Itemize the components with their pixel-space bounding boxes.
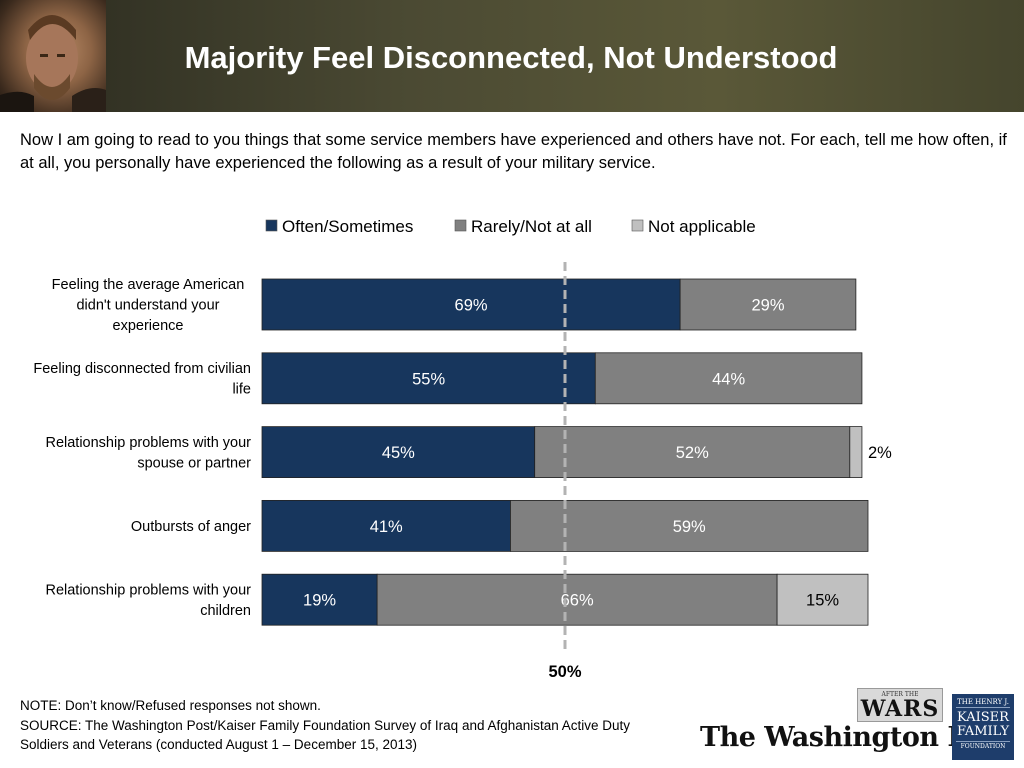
category-label-4-1: children [200,603,251,619]
header-banner: Majority Feel Disconnected, Not Understo… [0,0,1024,112]
bar-1-series-0 [261,352,596,405]
data-label-4-0: 19% [303,592,336,610]
data-label-0-1: 29% [751,297,784,315]
legend-label-2: Not applicable [648,217,756,236]
legend-label-0: Often/Sometimes [282,217,413,236]
data-label-0-0: 69% [455,297,488,315]
category-label-0-1: didn't understand your [76,298,219,314]
data-label-4-1: 66% [561,592,594,610]
data-label-1-0: 55% [412,370,445,388]
data-label-2-1: 52% [676,444,709,462]
legend-label-1: Rarely/Not at all [471,217,592,236]
data-label-2-0: 45% [382,444,415,462]
category-label-2-1: spouse or partner [137,455,251,471]
bar-4-series-1 [376,573,778,626]
category-label-0-0: Feeling the average American [52,277,245,293]
category-label-2-0: Relationship problems with your [45,435,251,451]
bar-4-series-2 [776,573,869,626]
category-label-4-0: Relationship problems with your [45,582,251,598]
data-label-3-1: 59% [673,518,706,536]
category-label-3-0: Outbursts of anger [131,519,251,535]
source-text-line1: SOURCE: The Washington Post/Kaiser Famil… [20,717,631,733]
note-text: NOTE: Don’t know/Refused responses not s… [20,698,321,713]
bar-0-series-0 [261,278,681,331]
kaiser-family-foundation-logo: THE HENRY J. KAISER FAMILY FOUNDATION [952,694,1014,760]
category-label-1-1: life [232,382,251,398]
legend-swatch-1 [454,219,467,232]
data-label-2-2: 2% [868,444,892,462]
bar-1-series-1 [594,352,863,405]
reference-line-label: 50% [548,663,581,681]
data-label-1-1: 44% [712,370,745,388]
soldier-photo [0,0,106,112]
category-label-0-2: experience [113,318,184,334]
category-label-1-0: Feeling disconnected from civilian [33,361,251,377]
after-the-wars-logo: AFTER THE WARS [857,688,943,722]
bar-0-series-1 [679,278,857,331]
bar-2-series-0 [261,426,536,479]
bar-2-series-2 [849,426,863,479]
legend-swatch-0 [265,219,278,232]
page-title: Majority Feel Disconnected, Not Understo… [184,40,838,75]
washington-post-logo: The Washington Post [700,722,1011,753]
data-label-3-0: 41% [370,518,403,536]
source-text-line2: Soldiers and Veterans (conducted August … [20,737,418,752]
bar-3-series-1 [510,499,869,552]
bar-4-series-0 [261,573,378,626]
survey-question: Now I am going to read to you things tha… [20,131,1007,172]
data-label-4-2: 15% [806,592,839,610]
bar-3-series-0 [261,499,511,552]
footnote: NOTE: Don’t know/Refused responses not s… [20,696,700,755]
legend-swatch-2 [631,219,644,232]
